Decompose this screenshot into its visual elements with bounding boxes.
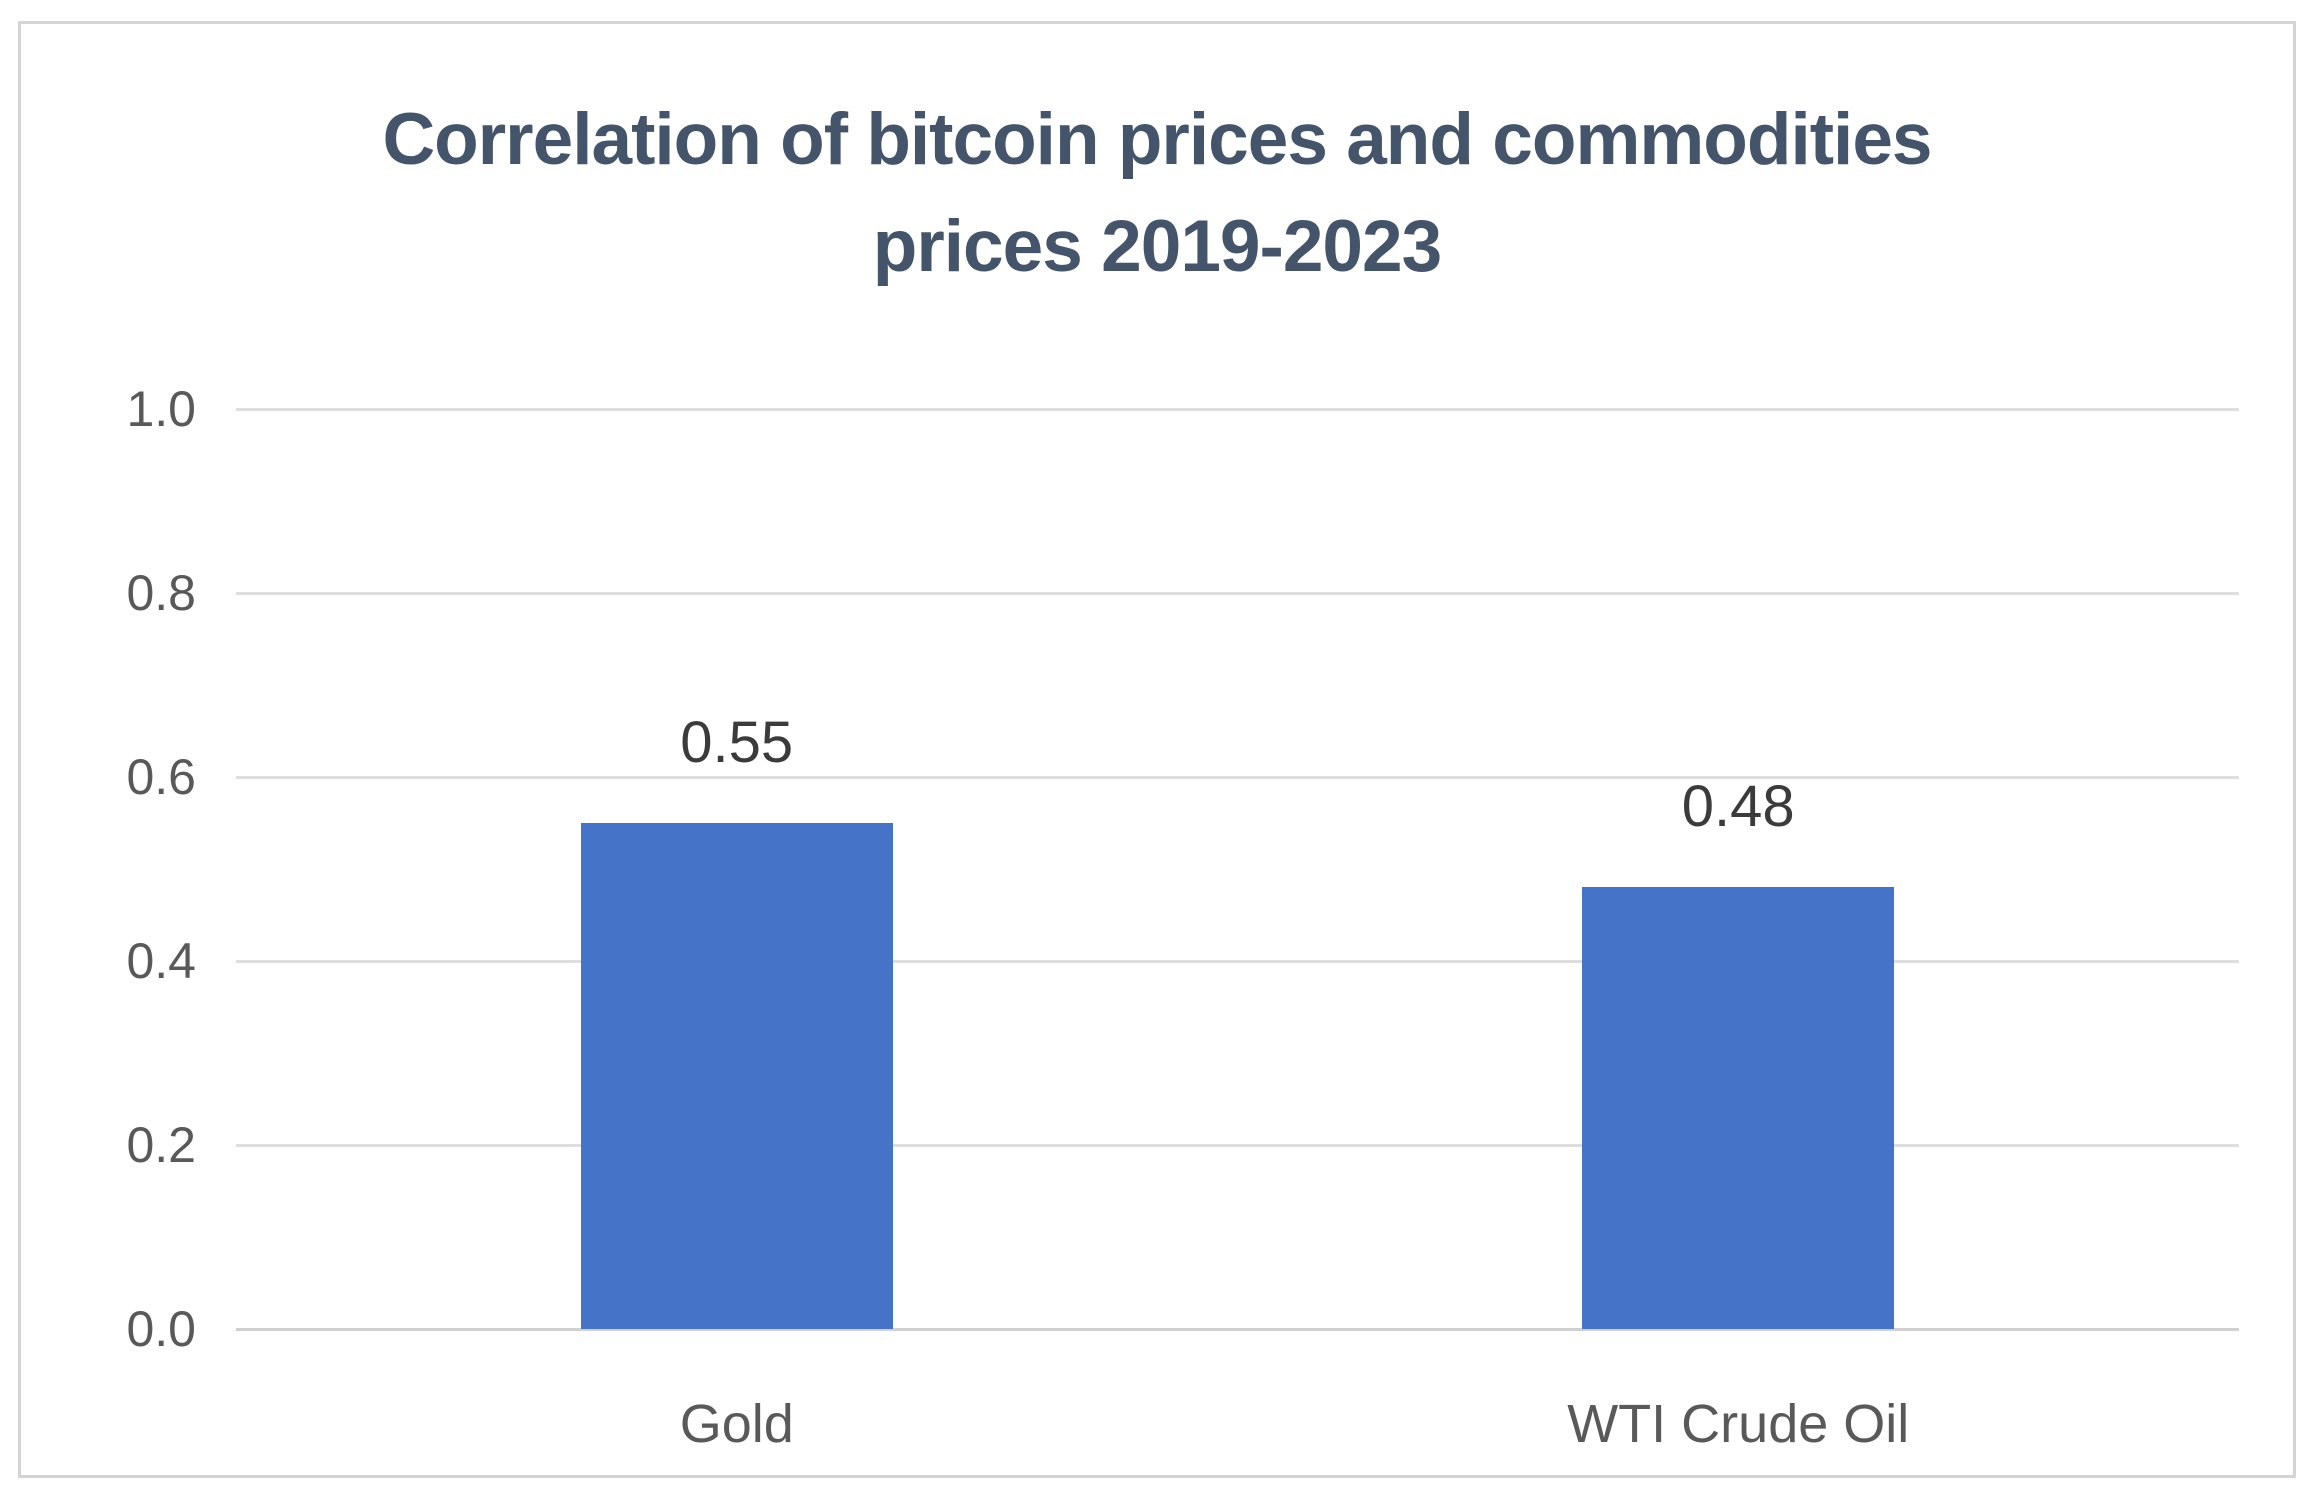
- chart-frame: Correlation of bitcoin prices and commod…: [18, 21, 2296, 1478]
- y-axis-tick-label-0.4: 0.4: [126, 933, 196, 989]
- chart-title-line-2: prices 2019-2023: [872, 206, 1442, 287]
- category-label-gold: Gold: [679, 1394, 794, 1454]
- y-axis-tick-label-0.8: 0.8: [126, 565, 196, 621]
- chart-title: Correlation of bitcoin prices and commod…: [21, 86, 2293, 300]
- y-gridline-0.8: [236, 592, 2239, 595]
- category-label-wti-crude-oil: WTI Crude Oil: [1567, 1394, 1910, 1454]
- y-gridline-0.0: [236, 1328, 2239, 1331]
- y-axis-tick-label-0.2: 0.2: [126, 1117, 196, 1173]
- data-label-wti-crude-oil: 0.48: [1681, 774, 1795, 840]
- y-gridline-0.2: [236, 1144, 2239, 1147]
- bar-gold: [580, 823, 893, 1329]
- plot-area: [236, 408, 2239, 1331]
- bar-wti-crude-oil: [1582, 887, 1895, 1329]
- y-gridline-0.6: [236, 776, 2239, 779]
- y-gridline-0.4: [236, 960, 2239, 963]
- chart-title-line-1: Correlation of bitcoin prices and commod…: [382, 99, 1932, 180]
- y-axis-tick-label-0.0: 0.0: [126, 1301, 196, 1357]
- y-axis-tick-label-1.0: 1.0: [126, 381, 196, 437]
- y-axis-tick-label-0.6: 0.6: [126, 749, 196, 805]
- y-gridline-1.0: [236, 408, 2239, 411]
- data-label-gold: 0.55: [680, 710, 794, 775]
